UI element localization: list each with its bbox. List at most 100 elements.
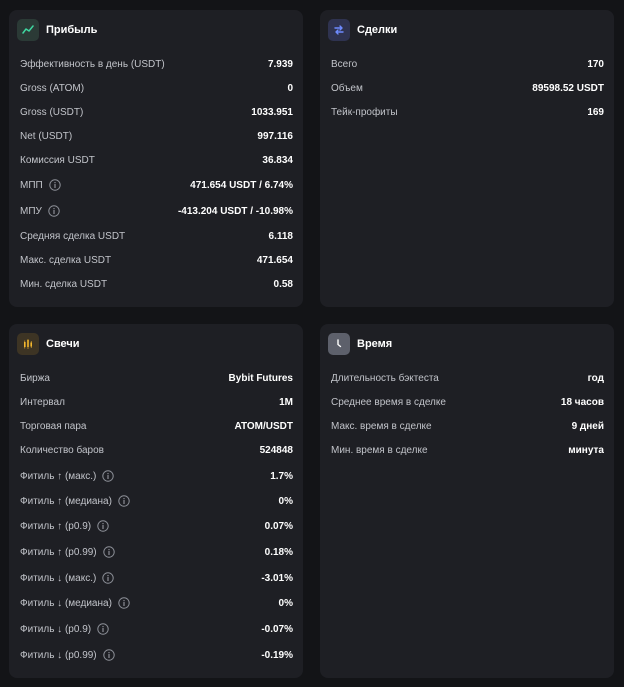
stat-row-exchange: Биржа Bybit Futures [20, 369, 293, 387]
stat-row-gross-atom: Gross (ATOM) 0 [20, 79, 293, 97]
trend-chart-icon [17, 19, 39, 41]
stat-value: 18 часов [560, 396, 604, 408]
swap-arrows-icon [328, 19, 350, 41]
stat-label: Net (USDT) [20, 130, 73, 142]
time-card-header: Время [328, 332, 392, 356]
stat-value: 9 дней [571, 420, 604, 432]
stat-row-commission: Комиссия USDT 36.834 [20, 151, 293, 169]
stat-row-wick-up-p099: Фитиль ↑ (p0.99) 0.18% [20, 543, 293, 561]
stat-value: Bybit Futures [228, 372, 293, 384]
stat-value: -3.01% [261, 572, 293, 584]
stat-value: 997.116 [257, 130, 293, 142]
profit-card: Прибыль Эффективность в день (USDT) 7.939… [9, 10, 303, 307]
stat-value: 471.654 [256, 254, 293, 266]
stat-value: 1M [279, 396, 293, 408]
trades-card-header: Сделки [328, 18, 397, 42]
info-icon[interactable] [102, 649, 115, 661]
info-icon[interactable] [97, 520, 109, 532]
stat-row-max-time: Макс. время в сделке 9 дней [331, 417, 604, 435]
info-icon[interactable] [102, 470, 115, 482]
stat-row-backtest-duration: Длительность бэктеста год [331, 369, 604, 387]
stat-label: Всего [331, 58, 358, 70]
stat-value: 1.7% [270, 470, 293, 482]
time-card: Время Длительность бэктеста год Среднее в… [320, 324, 614, 678]
stat-label: Фитиль ↑ (p0.9) [20, 520, 92, 532]
stat-row-take-profits: Тейк-профиты 169 [331, 103, 604, 121]
stat-value: минута [568, 444, 604, 456]
stat-label: Фитиль ↑ (медиана) [20, 495, 112, 507]
info-icon[interactable] [118, 597, 130, 609]
stat-row-daily-efficiency: Эффективность в день (USDT) 7.939 [20, 55, 293, 73]
stat-value: -0.19% [261, 649, 293, 661]
candles-card: Свечи Биржа Bybit Futures Интервал 1M Торг… [9, 324, 303, 678]
stat-value: год [587, 372, 604, 384]
stat-row-interval: Интервал 1M [20, 393, 293, 411]
stat-value: 36.834 [262, 154, 293, 166]
info-icon[interactable] [118, 495, 130, 507]
stat-value: 170 [587, 58, 604, 70]
stat-row-avg-time: Среднее время в сделке 18 часов [331, 393, 604, 411]
stat-row-avg-trade: Средняя сделка USDT 6.118 [20, 227, 293, 245]
stat-label: Gross (USDT) [20, 106, 84, 118]
stat-value: 0 [287, 82, 293, 94]
time-card-title: Время [357, 338, 393, 350]
stat-value: 1033.951 [251, 106, 293, 118]
stat-label: Объем [331, 82, 363, 94]
stat-label: Фитиль ↑ (p0.99) [20, 546, 97, 558]
stat-row-total: Всего 170 [331, 55, 604, 73]
stat-label: Gross (ATOM) [20, 82, 85, 94]
stat-label: Длительность бэктеста [331, 372, 439, 384]
stat-row-gross-usdt: Gross (USDT) 1033.951 [20, 103, 293, 121]
stat-label: Фитиль ↓ (макс.) [20, 572, 97, 584]
stat-label: Торговая пара [20, 420, 87, 432]
stat-label: Макс. сделка USDT [20, 254, 112, 266]
candles-card-title: Свечи [46, 338, 80, 350]
stat-row-wick-up-median: Фитиль ↑ (медиана) 0% [20, 492, 293, 510]
stat-label: МПУ [20, 205, 42, 217]
stat-label: МПП [20, 179, 43, 191]
stat-row-mpu: МПУ -413.204 USDT / -10.98% [20, 202, 293, 220]
stat-value: 0% [278, 597, 293, 609]
stat-label: Комиссия USDT [20, 154, 95, 166]
info-icon[interactable] [48, 205, 60, 217]
candlestick-icon [17, 333, 39, 355]
info-icon[interactable] [102, 546, 115, 558]
stat-label: Макс. время в сделке [331, 420, 432, 432]
stat-value: 0% [278, 495, 293, 507]
stat-value: -0.07% [261, 623, 293, 635]
info-icon[interactable] [49, 179, 61, 191]
stat-row-mpp: МПП 471.654 USDT / 6.74% [20, 176, 293, 194]
stat-label: Фитиль ↑ (макс.) [20, 470, 97, 482]
stat-value: 471.654 USDT / 6.74% [190, 179, 293, 191]
stat-value: 524848 [259, 444, 293, 456]
info-icon[interactable] [102, 572, 115, 584]
profit-card-title: Прибыль [46, 24, 98, 36]
stat-value: 6.118 [268, 230, 293, 242]
stat-value: ATOM/USDT [234, 420, 293, 432]
stat-row-pair: Торговая пара ATOM/USDT [20, 417, 293, 435]
trades-card: Сделки Всего 170 Объем 89598.52 USDT Тейк-… [320, 10, 614, 307]
info-icon[interactable] [97, 623, 109, 635]
stat-label: Фитиль ↓ (медиана) [20, 597, 112, 609]
stat-row-min-time: Мин. время в сделке минута [331, 441, 604, 459]
stat-value: 0.07% [264, 520, 293, 532]
stat-label: Фитиль ↓ (p0.99) [20, 649, 97, 661]
stat-label: Биржа [20, 372, 50, 384]
candles-card-header: Свечи [17, 332, 80, 356]
stat-row-volume: Объем 89598.52 USDT [331, 79, 604, 97]
stat-value: 89598.52 USDT [532, 82, 604, 94]
stat-label: Мин. сделка USDT [20, 278, 108, 290]
stat-label: Интервал [20, 396, 65, 408]
stat-row-bar-count: Количество баров 524848 [20, 441, 293, 459]
stat-row-wick-down-p099: Фитиль ↓ (p0.99) -0.19% [20, 646, 293, 664]
stat-row-wick-up-max: Фитиль ↑ (макс.) 1.7% [20, 467, 293, 485]
stat-row-wick-down-median: Фитиль ↓ (медиана) 0% [20, 594, 293, 612]
stat-label: Тейк-профиты [331, 106, 398, 118]
stat-row-net-usdt: Net (USDT) 997.116 [20, 127, 293, 145]
stat-label: Фитиль ↓ (p0.9) [20, 623, 92, 635]
stat-label: Мин. время в сделке [331, 444, 428, 456]
stat-value: 169 [587, 106, 604, 118]
stat-row-wick-up-p09: Фитиль ↑ (p0.9) 0.07% [20, 517, 293, 535]
trades-card-title: Сделки [357, 24, 398, 36]
stat-row-max-trade: Макс. сделка USDT 471.654 [20, 251, 293, 269]
